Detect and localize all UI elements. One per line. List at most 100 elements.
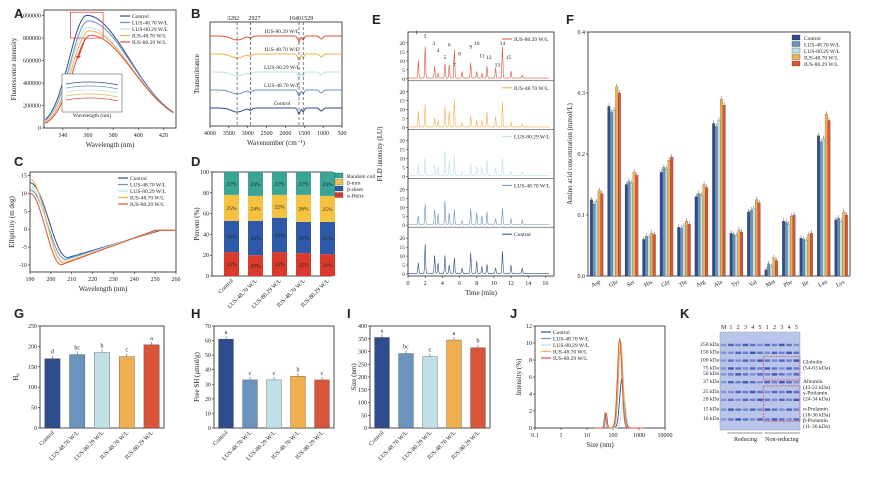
bar: [784, 222, 788, 277]
segment-value-label: 33%: [274, 233, 285, 239]
bar: [470, 347, 486, 429]
y-axis-label: Transmittance: [193, 54, 201, 94]
panel-label-e: E: [372, 12, 381, 27]
bar: [398, 353, 414, 429]
gel-band: [728, 367, 734, 370]
gel-band: [742, 408, 749, 411]
peak-label: 3282: [227, 16, 239, 22]
x-tick-label: 1000: [317, 131, 329, 137]
gel-band: [778, 367, 785, 370]
legend-entry: LUS-48.70 W/L: [514, 183, 551, 189]
y-tick-label: 0: [402, 174, 405, 180]
bar: [740, 231, 744, 277]
legend-swatch: [791, 47, 801, 54]
bar: [732, 234, 736, 277]
significance-letter: c: [125, 348, 128, 354]
y-tick-label: 10: [205, 411, 211, 417]
bar: [804, 240, 808, 277]
gel-band: [749, 390, 756, 394]
gel-band: [728, 398, 734, 402]
gel-band: [778, 381, 785, 384]
gel-band: [793, 418, 800, 421]
chromatogram-trace: [408, 150, 550, 177]
legend-entry: LUS-48.70 W/L: [804, 43, 841, 49]
marker-label: 50 kDa: [703, 371, 720, 377]
panel-a-chart: 0 200000 400000 600000 800000 1000000 340 360 38…: [10, 9, 177, 149]
y-tick-label: 10: [21, 191, 27, 197]
segment-value-label: 22%: [274, 181, 285, 187]
x-category-label: Tyr: [731, 279, 741, 288]
peak-label: 1640: [289, 16, 301, 22]
y-tick-label: 15: [400, 196, 406, 202]
gel-band: [728, 343, 734, 347]
segment-value-label: 31%: [322, 236, 333, 242]
bar: [44, 358, 61, 429]
gel-band: [786, 351, 792, 354]
segment-value-label: 23%: [322, 182, 333, 188]
x-category-label: Ala: [713, 279, 724, 289]
bar: [755, 199, 758, 277]
lane-label: 5: [759, 325, 762, 331]
gel-band: [749, 373, 756, 376]
y-tick-label: 12: [526, 324, 532, 330]
gel-band: [793, 367, 800, 370]
gel-band: [771, 390, 778, 394]
y-tick-label: 250: [358, 362, 367, 368]
plot-frame: [209, 21, 343, 127]
gel-band: [771, 367, 778, 370]
gel-band: [778, 418, 785, 421]
y-axis-label: Ellipticity (m deg): [8, 195, 16, 247]
y-tick-label: 40: [205, 368, 211, 374]
gel-band: [749, 343, 756, 347]
y-axis-label: Size (nm): [350, 363, 358, 391]
zoom-arrow-head: [75, 56, 81, 59]
bar: [266, 379, 282, 429]
y-axis-label: Percent (%): [193, 207, 201, 241]
gel-band: [720, 381, 727, 384]
y-tick-label: 15: [400, 50, 406, 56]
legend-entry: IUS-80.29 W/L: [514, 37, 549, 43]
stacked-bar-segment: [272, 172, 287, 195]
marker-label: 37 kDa: [703, 379, 720, 385]
x-tick-label: 400: [134, 133, 143, 139]
x-tick-label: 260: [172, 277, 181, 283]
lane-label: 4: [751, 325, 754, 331]
significance-letter: a: [150, 336, 153, 342]
gel-band: [749, 408, 756, 411]
marker-label: 10 kDa: [703, 416, 720, 422]
y-tick-label: 200: [28, 344, 37, 350]
bar: [679, 228, 683, 277]
bar: [69, 354, 86, 429]
peak-label: 1529: [301, 16, 313, 22]
x-tick-label: 420: [159, 133, 168, 139]
marker-label: 150 kDa: [700, 350, 719, 356]
y-tick-label: 60: [205, 339, 211, 345]
gel-band: [778, 359, 785, 362]
bar: [627, 181, 631, 277]
band-annotation: (54-63 kDa): [803, 364, 830, 371]
bar: [772, 257, 776, 277]
segment-value-label: 23%: [226, 262, 237, 268]
band-annotation: (11-36 kDa): [803, 423, 830, 430]
gel-band: [735, 343, 742, 347]
gel-band: [728, 390, 734, 394]
y-axis-label: Amino acid concentration (mmol/L): [566, 103, 574, 205]
x-tick-label: 4000: [204, 131, 216, 137]
gel-band: [749, 367, 756, 370]
bar: [834, 219, 838, 277]
bar: [752, 208, 756, 277]
bar: [597, 190, 601, 277]
bar: [682, 225, 686, 277]
peak-id-label: 15: [506, 55, 512, 61]
bar: [647, 237, 651, 277]
gel-band: [735, 373, 742, 376]
gel-band: [720, 373, 727, 376]
bar: [635, 175, 639, 277]
segment-value-label: 22%: [298, 263, 309, 269]
gel-band: [764, 351, 771, 354]
bar: [817, 135, 820, 277]
bar: [839, 221, 843, 277]
legend-swatch: [334, 172, 344, 179]
